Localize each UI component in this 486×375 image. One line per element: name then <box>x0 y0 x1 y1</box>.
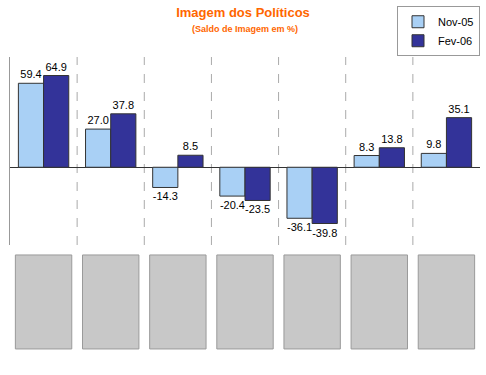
svg-text:-20.4: -20.4 <box>220 199 245 211</box>
svg-text:-14.3: -14.3 <box>153 190 178 202</box>
svg-text:35.1: 35.1 <box>448 103 469 115</box>
svg-text:Fev-06: Fev-06 <box>438 35 472 47</box>
svg-text:8.3: 8.3 <box>359 141 374 153</box>
svg-text:8.5: 8.5 <box>183 140 198 152</box>
svg-text:Imagem dos Políticos: Imagem dos Políticos <box>176 5 310 20</box>
svg-text:59.4: 59.4 <box>20 68 41 80</box>
svg-text:27.0: 27.0 <box>87 114 108 126</box>
svg-text:Nov-05: Nov-05 <box>438 16 473 28</box>
svg-text:13.8: 13.8 <box>381 133 402 145</box>
svg-text:(Saldo de Imagem em %): (Saldo de Imagem em %) <box>192 24 298 34</box>
svg-text:-36.1: -36.1 <box>287 221 312 233</box>
svg-text:64.9: 64.9 <box>45 61 66 73</box>
svg-text:9.8: 9.8 <box>426 138 441 150</box>
svg-text:37.8: 37.8 <box>113 99 134 111</box>
svg-text:-39.8: -39.8 <box>312 227 337 239</box>
svg-text:-23.5: -23.5 <box>245 203 270 215</box>
